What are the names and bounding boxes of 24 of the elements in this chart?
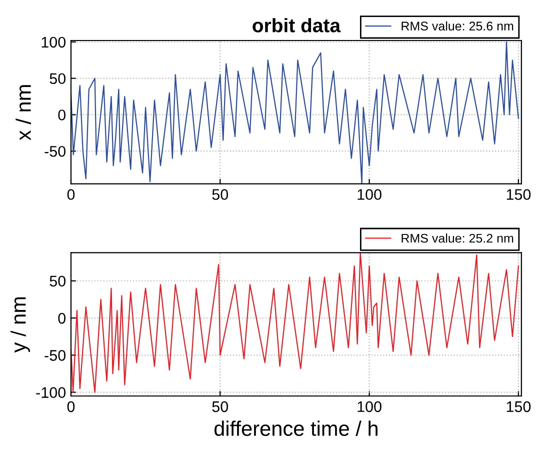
x-tick-label: 0 <box>67 189 75 200</box>
x-tick-label: 100 <box>358 401 382 412</box>
legend-label: RMS value: 25.6 nm <box>402 21 514 31</box>
x-tick-label: 0 <box>67 401 75 412</box>
y-axis-title: y / nm <box>10 297 30 353</box>
y-axis-title: x / nm <box>16 85 31 140</box>
y-tick-label: 0 <box>58 110 66 120</box>
line-series <box>70 252 519 393</box>
chart-title: orbit data <box>252 18 341 32</box>
y-tick-label: -50 <box>44 146 66 157</box>
y-tick-label: 100 <box>42 36 66 48</box>
y-tick-label: 50 <box>50 73 66 84</box>
line-series <box>70 41 519 184</box>
x-tick-label: 100 <box>358 189 382 200</box>
y-tick-label: -50 <box>44 350 66 361</box>
y-tick-label: -100 <box>36 387 66 398</box>
x-tick-label: 150 <box>506 401 531 412</box>
legend-label: RMS value: 25.2 nm <box>402 234 514 243</box>
y-tick-label: 50 <box>50 276 66 287</box>
x-tick-label: 150 <box>506 189 531 200</box>
x-axis-title: difference time / h <box>214 420 378 436</box>
x-tick-label: 50 <box>212 401 228 412</box>
y-tick-label: 0 <box>58 312 66 324</box>
x-tick-label: 50 <box>212 189 228 200</box>
